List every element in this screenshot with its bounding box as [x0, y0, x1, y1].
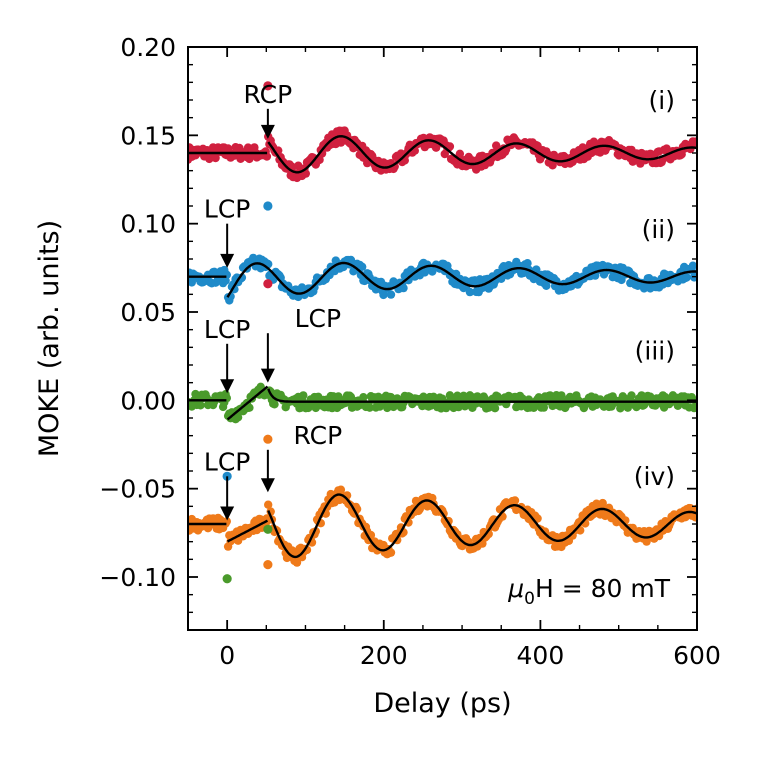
data-point — [358, 262, 367, 271]
data-point — [688, 261, 697, 270]
data-point — [233, 413, 243, 422]
field-label-rest: H = 80 mT — [535, 574, 671, 603]
data-point — [386, 548, 396, 557]
data-point — [262, 152, 272, 161]
y-tick-label: −0.10 — [99, 563, 176, 592]
pulse-arrow-head — [260, 368, 275, 383]
data-point — [557, 391, 566, 400]
axes-frame — [187, 46, 698, 631]
data-point — [465, 287, 475, 297]
fit-line — [267, 388, 697, 403]
x-tick-label: 600 — [673, 641, 721, 670]
data-point — [270, 400, 279, 409]
x-tick-label: 0 — [219, 641, 235, 670]
data-point — [299, 391, 308, 400]
series-2 — [188, 253, 697, 305]
data-point — [548, 161, 557, 170]
data-point — [399, 283, 408, 293]
field-label: μ0H = 80 mT — [507, 574, 670, 609]
data-point — [510, 496, 520, 505]
pulse-label: LCP — [204, 447, 250, 476]
pulse-arrow-head — [220, 253, 235, 268]
data-point — [523, 259, 532, 268]
pulse-label: RCP — [244, 80, 293, 109]
y-tick-label: 0.00 — [120, 386, 176, 415]
y-tick-label: 0.15 — [120, 121, 176, 150]
data-point — [691, 513, 697, 522]
data-point — [542, 281, 551, 290]
trace-label: (iii) — [635, 337, 675, 366]
data-point — [431, 143, 441, 152]
y-tick-label: 0.20 — [120, 33, 176, 62]
data-point — [681, 513, 690, 522]
pulse-arrow-head — [260, 478, 275, 493]
x-tick-label: 400 — [517, 641, 565, 670]
y-tick-label: 0.05 — [120, 298, 176, 327]
fit-line — [267, 493, 697, 559]
pulse-label: LCP — [295, 304, 341, 333]
outlier-point — [263, 201, 273, 211]
plot-clip-group — [188, 126, 697, 567]
data-point — [365, 403, 374, 412]
data-point — [196, 401, 205, 410]
plot-area: RCP (i) LCP (ii) LCP LCP (iii) LCP RCP (iv) — [188, 80, 697, 584]
data-point — [627, 391, 636, 400]
y-tick-label: 0.10 — [120, 210, 176, 239]
outlier-point — [263, 560, 273, 570]
y-axis-title: MOKE (arb. units) — [34, 220, 65, 457]
fit-line — [226, 385, 269, 421]
pulse-label: LCP — [204, 195, 250, 224]
trace-label: (i) — [649, 86, 675, 115]
pulse-arrow-head — [220, 506, 235, 521]
data-point — [245, 403, 254, 412]
outlier-point — [263, 524, 273, 534]
fit-line — [226, 261, 697, 298]
trace-label: (iv) — [634, 462, 675, 491]
series-4 — [188, 485, 697, 567]
trace-label: (ii) — [642, 215, 675, 244]
outlier-point — [263, 279, 273, 289]
data-point — [264, 500, 273, 509]
data-point — [682, 273, 691, 282]
pulse-arrow-head — [260, 124, 275, 139]
outlier-point — [263, 434, 273, 444]
data-point — [292, 558, 302, 567]
axes: 0 200 400 600 −0.10 −0.05 0.00 0.05 0.10 0.15 0.20 — [99, 33, 720, 670]
series-1 — [188, 126, 697, 183]
x-axis-title: Delay (ps) — [373, 688, 511, 719]
y-tick-label: −0.05 — [99, 475, 176, 504]
data-point — [490, 404, 500, 413]
data-point — [455, 149, 465, 158]
data-point — [287, 546, 297, 555]
x-tick-label: 200 — [360, 641, 408, 670]
pulse-arrow-head — [220, 379, 235, 394]
field-label-mu: μ — [507, 574, 524, 603]
pulse-label: LCP — [204, 315, 250, 344]
data-point — [386, 290, 396, 299]
fit-line — [267, 134, 697, 174]
outlier-point — [222, 574, 232, 584]
series-3 — [188, 382, 697, 424]
data-point — [223, 144, 233, 153]
fit-line — [226, 519, 269, 543]
pulse-label: RCP — [294, 421, 343, 450]
data-point — [363, 158, 372, 168]
field-label-subscript: 0 — [524, 589, 535, 609]
data-point — [359, 393, 368, 402]
outlier-point — [263, 81, 273, 91]
data-point — [598, 498, 607, 508]
data-point — [539, 403, 548, 412]
